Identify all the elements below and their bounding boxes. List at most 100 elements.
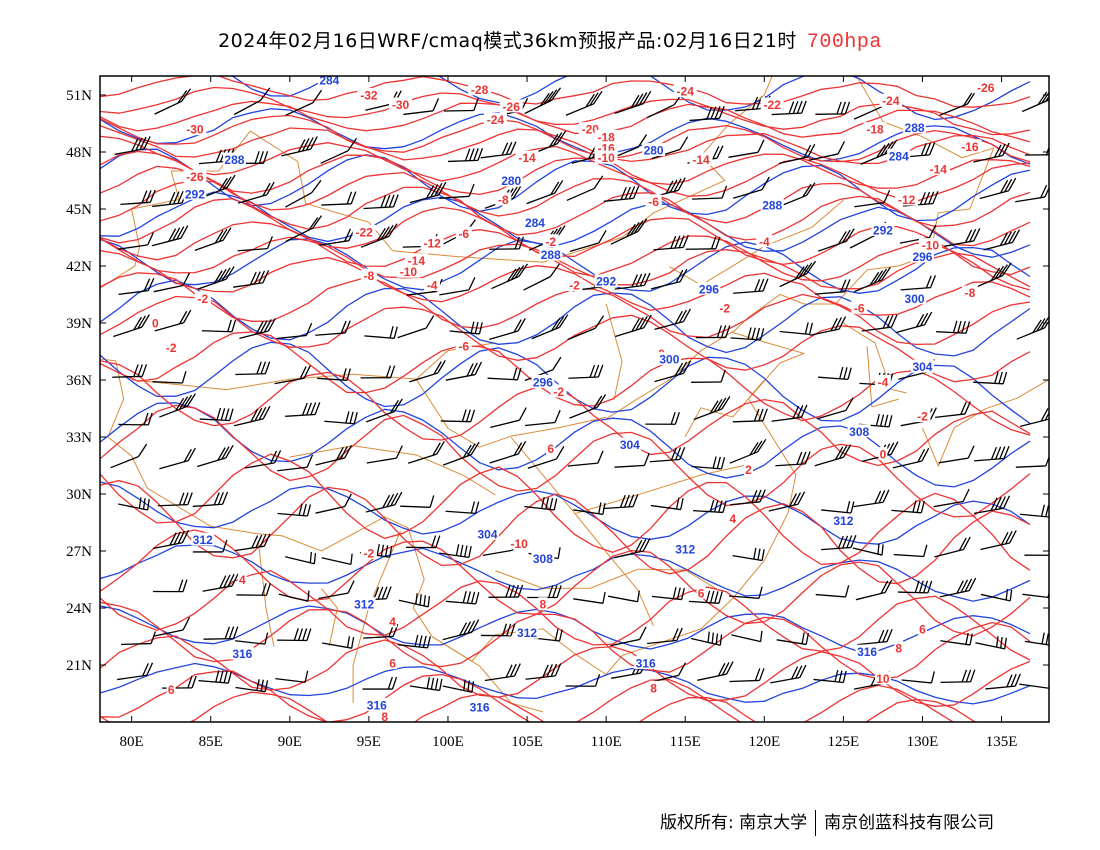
temperature-label-bg: [673, 84, 697, 98]
geopotential-label-bg: [317, 76, 341, 86]
temperature-label-bg: [594, 150, 618, 164]
wind-barb: [692, 499, 727, 514]
wind-barb: [895, 311, 933, 334]
lat-tick-label: 27N: [66, 544, 92, 560]
lon-tick-label: 110E: [591, 734, 622, 750]
wind-barb: [398, 593, 431, 608]
wind-barb: [196, 444, 234, 468]
temperature-isotherm: [100, 179, 1031, 247]
geopotential-label-bg: [230, 646, 254, 660]
geopotential-label-bg: [523, 215, 547, 229]
wind-barb: [808, 141, 846, 161]
wind-barb: [1016, 316, 1049, 340]
geopotential-label-bg: [183, 186, 207, 200]
wind-barb: [771, 100, 807, 116]
wind-barb: [732, 547, 765, 562]
wind-barb: [202, 573, 239, 592]
temperature-label: -32: [360, 89, 378, 103]
wind-barb: [281, 136, 318, 157]
temperature-label: 4: [729, 512, 736, 526]
wind-barb: [614, 452, 650, 468]
geopotential-label: 308: [533, 552, 553, 566]
wind-barb: [117, 232, 154, 250]
wind-barb: [442, 619, 480, 641]
wind-barb: [201, 319, 237, 333]
geopotential-isoline: [100, 108, 1031, 165]
wind-barb: [815, 101, 851, 115]
wind-barb: [531, 314, 569, 340]
temperature-label: 8: [650, 681, 657, 695]
lon-tick-label: 135E: [986, 734, 1018, 750]
geopotential-label-bg: [903, 120, 927, 134]
temperature-label-bg: [743, 462, 753, 476]
wind-barb: [651, 136, 689, 160]
wind-barb: [239, 318, 276, 340]
temperature-label-bg: [468, 82, 492, 96]
temperature-label: -2: [719, 301, 730, 315]
temperature-label: 4: [389, 615, 396, 629]
temperature-label-bg: [874, 671, 891, 685]
geopotential-label-bg: [887, 148, 911, 162]
wind-barb: [409, 677, 443, 692]
wind-barb: [484, 663, 521, 682]
temperature-label: -14: [408, 254, 426, 268]
wind-barb: [729, 668, 765, 683]
wind-barb: [153, 272, 191, 293]
wind-barb: [857, 629, 893, 646]
temperature-label-bg: [874, 374, 891, 388]
temperature-label-bg: [424, 278, 441, 291]
geopotential-isoline: [100, 238, 1031, 294]
wind-barb: [691, 456, 726, 470]
wind-barb: [445, 591, 480, 605]
temperature-label: -4: [759, 235, 770, 249]
province-border: [257, 540, 275, 647]
temperature-label: -10: [922, 239, 940, 253]
temperature-label: -4: [427, 279, 438, 293]
wind-barb: [159, 447, 196, 470]
province-border: [922, 379, 1049, 468]
wind-barb: [1019, 504, 1049, 518]
wind-barb: [649, 446, 686, 463]
lon-tick-label: 105E: [511, 734, 543, 750]
temperature-label-bg: [851, 300, 868, 314]
temperature-label: 4: [239, 573, 246, 587]
geopotential-label: 292: [596, 275, 616, 289]
wind-barb: [649, 177, 686, 199]
wind-barb: [403, 98, 440, 116]
wind-barb: [203, 626, 239, 640]
wind-barb: [778, 143, 816, 165]
geopotential-label: 292: [185, 187, 205, 201]
wind-barb: [276, 322, 313, 340]
wind-barb: [526, 180, 564, 205]
temperature-label: -2: [553, 385, 564, 399]
temperature-label: -8: [498, 193, 509, 207]
temperature-label: -22: [355, 225, 373, 239]
temperature-label-bg: [538, 597, 548, 611]
temperature-isotherm: [100, 150, 1031, 203]
geopotential-label: 296: [533, 375, 553, 389]
wind-barb: [892, 448, 930, 469]
wind-barb: [770, 664, 807, 684]
temperature-label: -18: [866, 123, 884, 137]
geopotential-label-bg: [910, 359, 934, 373]
lat-tick-label: 30N: [66, 487, 92, 503]
temperature-label-bg: [961, 285, 978, 299]
temperature-label-bg: [894, 640, 904, 654]
temperature-label: 10: [876, 672, 890, 686]
wind-barb: [569, 230, 607, 252]
wind-barb: [237, 236, 273, 252]
wind-barb: [654, 360, 692, 383]
temperature-label: -22: [764, 98, 782, 112]
wind-barb: [569, 394, 607, 419]
temperature-label-bg: [150, 316, 160, 329]
wind-barb: [729, 586, 763, 599]
wind-barb: [1015, 455, 1049, 468]
geopotential-label-bg: [760, 198, 784, 212]
temperature-label: -2: [364, 546, 375, 560]
wind-barb: [439, 544, 472, 559]
wind-barb: [979, 177, 1017, 200]
wind-barb: [607, 590, 640, 603]
wind-barb: [1024, 632, 1049, 646]
temperature-label: -30: [186, 123, 204, 137]
